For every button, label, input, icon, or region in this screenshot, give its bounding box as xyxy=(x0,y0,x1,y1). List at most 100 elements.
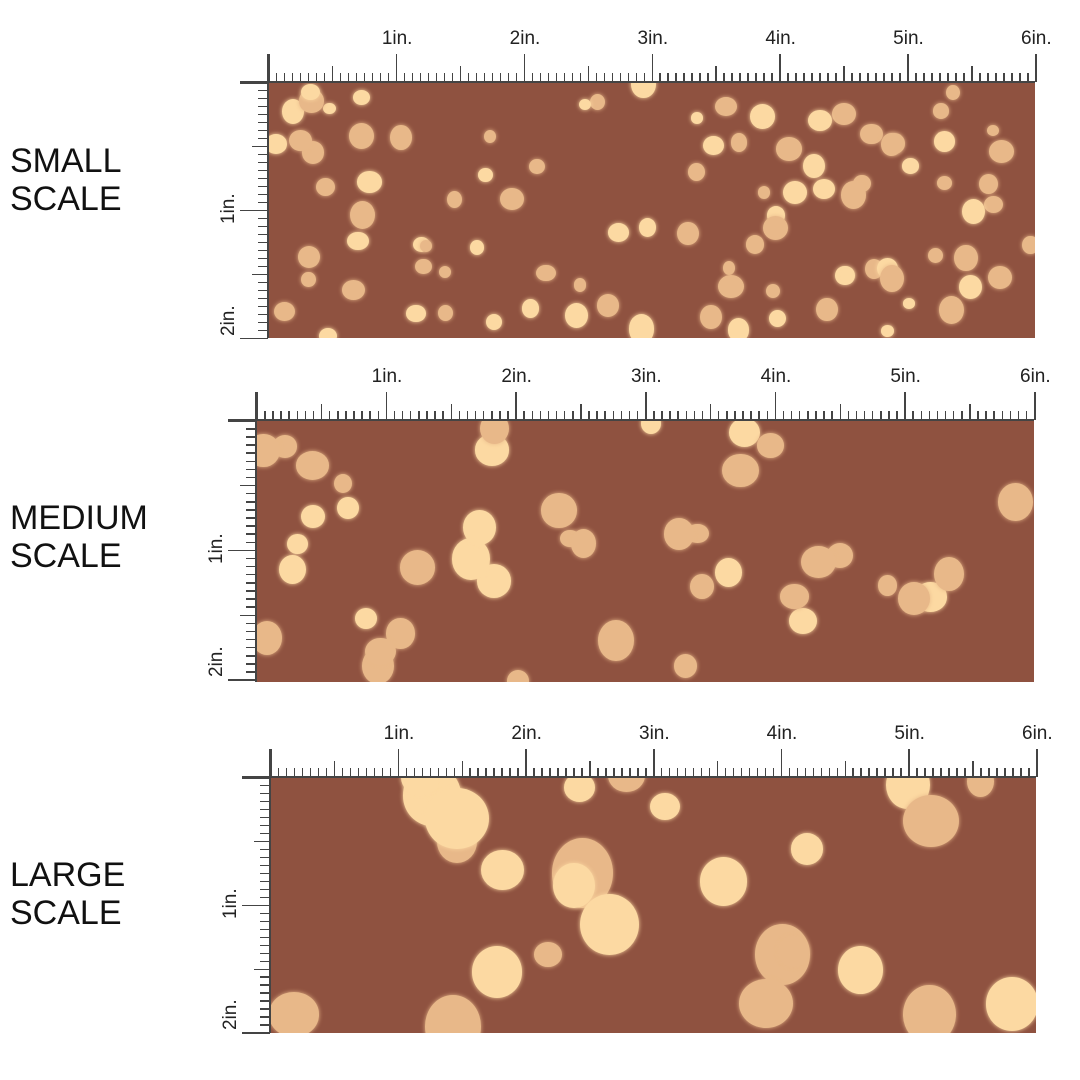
polka-dot xyxy=(596,294,619,317)
ruler-tick xyxy=(613,768,615,777)
ruler-tick xyxy=(637,768,639,777)
ruler-tick xyxy=(323,73,326,82)
ruler-inch-label: 2in. xyxy=(206,646,227,678)
fabric-swatch xyxy=(268,82,1035,338)
ruler-tick xyxy=(947,73,949,82)
ruler-tick xyxy=(969,404,971,420)
ruler-tick xyxy=(904,392,906,420)
ruler-tick xyxy=(491,411,493,420)
polka-dot xyxy=(808,109,832,131)
ruler-tick xyxy=(240,337,268,340)
ruler-tick xyxy=(660,768,663,777)
ruler-tick xyxy=(645,392,647,420)
ruler-tick xyxy=(812,768,815,777)
polka-dot xyxy=(932,103,950,120)
ruler-tick xyxy=(317,768,320,777)
ruler-tick xyxy=(260,832,270,835)
ruler-tick xyxy=(260,800,270,803)
ruler-tick xyxy=(831,411,833,420)
ruler-tick xyxy=(373,768,376,777)
ruler-tick xyxy=(782,411,785,420)
ruler-tick xyxy=(246,590,256,592)
ruler-tick xyxy=(258,249,268,252)
ruler-tick xyxy=(867,73,869,82)
ruler-tick xyxy=(964,768,966,777)
ruler-tick xyxy=(912,411,914,420)
polka-dot xyxy=(961,198,985,225)
ruler-tick xyxy=(739,73,741,82)
polka-dot xyxy=(757,185,771,199)
ruler-tick xyxy=(240,82,268,84)
ruler-tick xyxy=(246,573,256,576)
ruler-tick xyxy=(843,66,845,82)
ruler-tick xyxy=(1011,73,1013,82)
polka-dot xyxy=(279,555,307,585)
ruler-tick xyxy=(246,517,256,519)
ruler-tick xyxy=(716,761,719,777)
ruler-tick xyxy=(859,73,861,82)
ruler-inch-label: 3in. xyxy=(639,723,670,744)
ruler-tick xyxy=(847,411,850,420)
ruler-tick xyxy=(589,761,591,777)
ruler-tick xyxy=(246,428,256,430)
ruler-tick xyxy=(683,73,685,82)
ruler-tick xyxy=(397,749,400,777)
polka-dot xyxy=(499,187,524,211)
ruler-tick xyxy=(669,411,671,420)
ruler-tick xyxy=(260,888,270,891)
polka-dot xyxy=(506,670,529,682)
polka-dot xyxy=(841,268,854,281)
polka-dot xyxy=(337,496,359,519)
ruler-tick xyxy=(952,411,955,420)
polka-dot xyxy=(356,171,382,193)
ruler-tick xyxy=(258,289,268,292)
polka-dot xyxy=(589,93,605,111)
ruler-tick xyxy=(572,411,574,420)
ruler-tick xyxy=(539,73,542,82)
ruler-tick xyxy=(260,864,270,867)
fabric-swatch xyxy=(256,420,1034,682)
polka-dot xyxy=(979,174,999,195)
ruler-tick xyxy=(547,73,550,82)
polka-dot xyxy=(463,509,497,546)
polka-dot xyxy=(289,129,313,151)
ruler-tick xyxy=(668,768,671,777)
ruler-tick xyxy=(240,484,256,487)
ruler-tick xyxy=(258,321,268,324)
ruler-tick xyxy=(325,768,328,777)
ruler-tick xyxy=(928,411,931,420)
polka-dot xyxy=(295,450,330,480)
ruler-inch-label: 6in. xyxy=(1022,723,1053,744)
ruler-tick xyxy=(260,936,270,939)
ruler-tick xyxy=(355,73,358,82)
ruler-tick xyxy=(242,776,1036,778)
polka-dot xyxy=(563,777,596,803)
polka-dot xyxy=(722,261,736,275)
ruler-tick xyxy=(549,768,551,777)
ruler-tick xyxy=(365,768,368,777)
ruler-tick xyxy=(907,54,909,82)
ruler-tick xyxy=(677,411,679,420)
ruler-tick xyxy=(839,404,841,420)
polka-dot xyxy=(721,453,759,488)
ruler-tick xyxy=(458,411,461,420)
ruler-tick xyxy=(988,768,990,777)
polka-dot xyxy=(483,129,496,143)
polka-dot xyxy=(673,654,697,678)
ruler-tick xyxy=(596,411,598,420)
ruler-tick xyxy=(788,768,791,777)
ruler-tick xyxy=(246,476,256,479)
ruler-tick xyxy=(595,73,598,82)
ruler-tick xyxy=(675,73,677,82)
polka-dot xyxy=(478,168,493,183)
ruler-tick xyxy=(246,541,256,544)
ruler-tick xyxy=(260,984,270,986)
ruler-tick xyxy=(915,73,917,82)
ruler-tick xyxy=(485,768,487,777)
ruler-tick xyxy=(467,73,470,82)
polka-dot xyxy=(316,178,336,197)
polka-dot xyxy=(415,258,432,275)
ruler-tick xyxy=(246,533,256,535)
ruler-tick xyxy=(258,193,268,196)
polka-dot xyxy=(966,777,995,798)
